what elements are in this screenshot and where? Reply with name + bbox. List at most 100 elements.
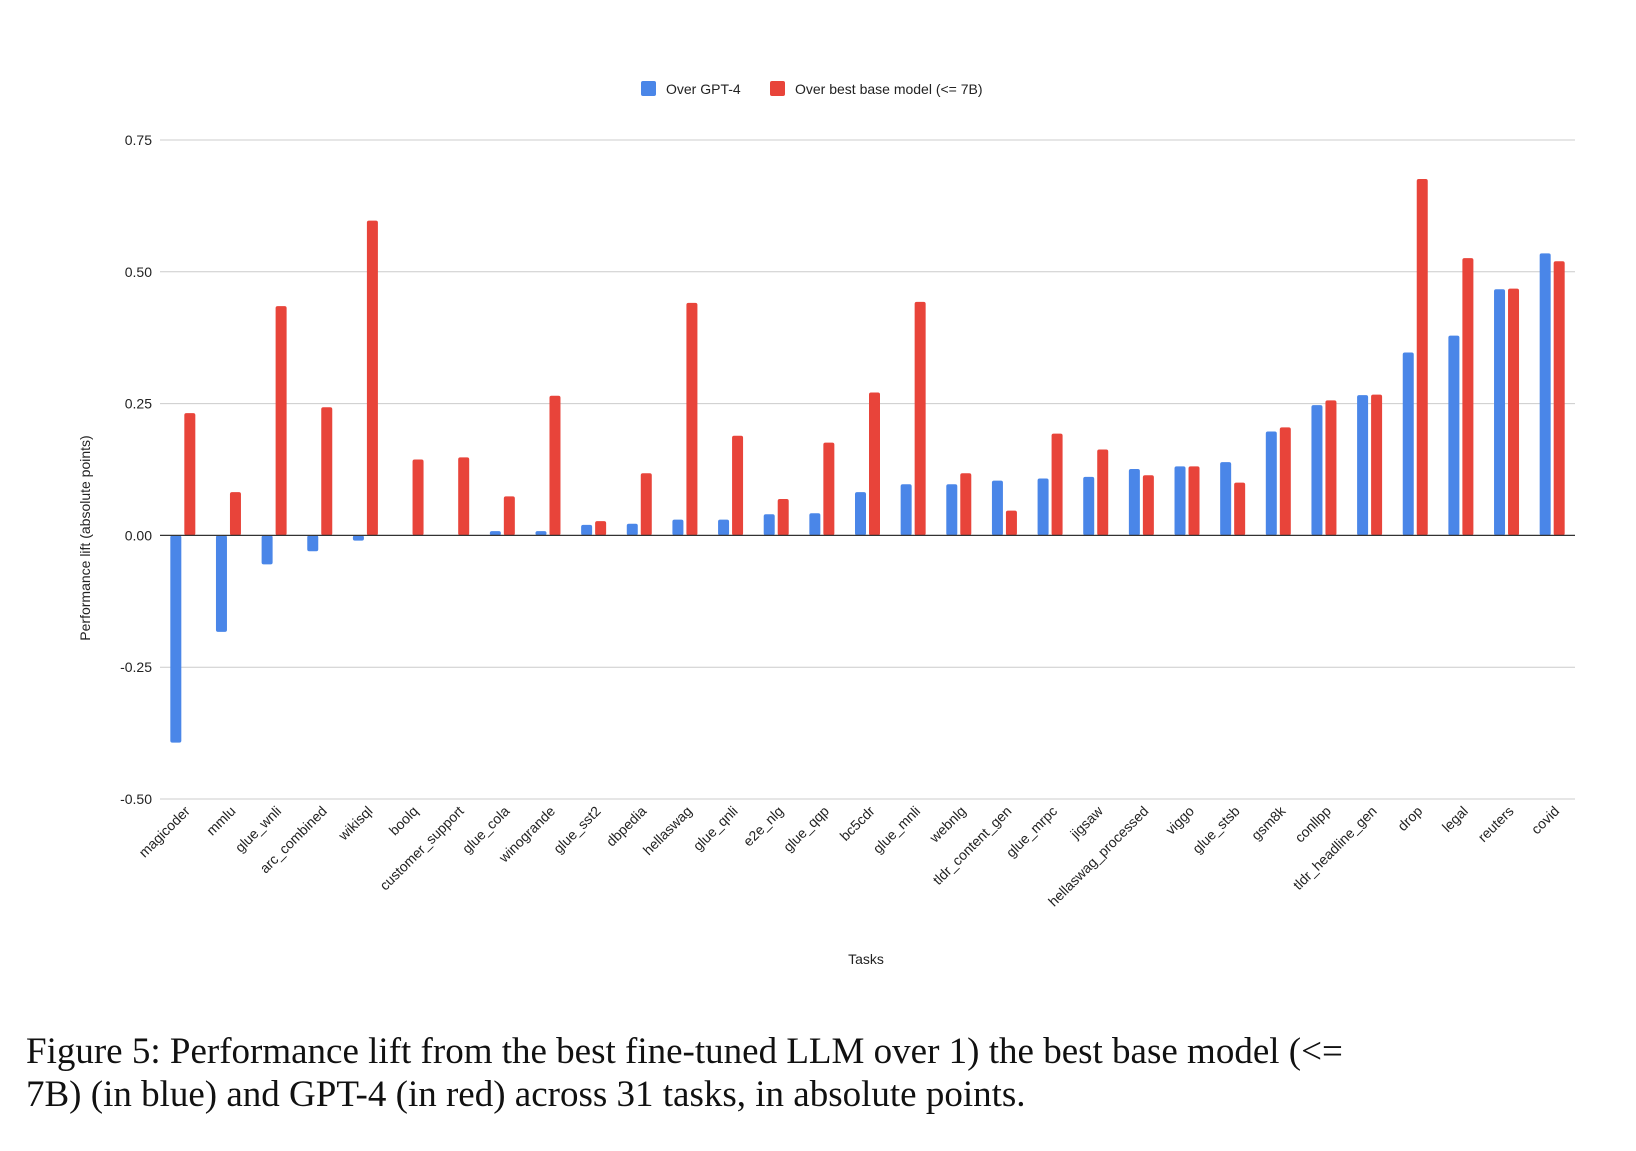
- bar-base-model-wikisql: [366, 220, 378, 536]
- x-tick-label-customer_support: customer_support: [376, 803, 467, 894]
- bar-gpt4-glue_wnli: [261, 535, 273, 565]
- bar-gpt4-glue_cola: [489, 531, 501, 536]
- bar-gpt4-glue_mrpc: [1037, 478, 1049, 536]
- bar-base-model-glue_mnli: [914, 301, 926, 536]
- bar-gpt4-glue_qqp: [809, 513, 821, 536]
- bar-base-model-mmlu: [229, 492, 241, 536]
- x-tick-label-legal: legal: [1439, 803, 1471, 835]
- bar-gpt4-gsm8k: [1265, 431, 1277, 536]
- bar-gpt4-bc5cdr: [855, 492, 866, 536]
- bar-base-model-glue_qqp: [823, 442, 835, 536]
- bar-base-model-glue_qnli: [732, 435, 744, 536]
- x-tick-label-e2e_nlg: e2e_nlg: [740, 803, 787, 850]
- bar-gpt4-drop: [1402, 352, 1414, 536]
- caption-line-1: Figure 5: Performance lift from the best…: [26, 1031, 1343, 1072]
- legend-label-base-model: Over best base model (<= 7B): [795, 81, 983, 97]
- bar-gpt4-webnlg: [946, 484, 958, 536]
- x-tick-label-conllpp: conllpp: [1291, 803, 1334, 846]
- bars: [170, 179, 1565, 743]
- y-tick-label: 0.75: [125, 132, 152, 148]
- bar-base-model-magicoder: [184, 413, 196, 536]
- bar-base-model-tldr_headline_gen: [1371, 394, 1383, 536]
- bar-base-model-glue_sst2: [595, 521, 607, 536]
- bar-base-model-conllpp: [1325, 400, 1337, 536]
- bar-base-model-boolq: [412, 459, 424, 536]
- bar-base-model-dbpedia: [640, 473, 652, 536]
- bar-base-model-glue_wnli: [275, 306, 287, 536]
- bar-gpt4-glue_qnli: [718, 519, 730, 536]
- legend-label-gpt4: Over GPT-4: [666, 81, 741, 97]
- x-tick-label-dbpedia: dbpedia: [603, 803, 650, 850]
- bar-gpt4-jigsaw: [1083, 476, 1095, 536]
- legend: Over GPT-4 Over best base model (<= 7B): [641, 81, 983, 97]
- bar-base-model-jigsaw: [1097, 449, 1109, 536]
- bar-gpt4-conllpp: [1311, 405, 1323, 536]
- bar-base-model-tldr_content_gen: [1005, 510, 1017, 536]
- bar-base-model-drop: [1416, 179, 1428, 536]
- bar-gpt4-covid: [1539, 253, 1551, 536]
- x-tick-label-drop: drop: [1394, 803, 1425, 834]
- bar-base-model-legal: [1462, 258, 1474, 536]
- bar-gpt4-mmlu: [215, 535, 227, 632]
- bar-gpt4-arc_combined: [307, 535, 319, 552]
- x-tick-label-jigsaw: jigsaw: [1066, 802, 1106, 842]
- x-tick-label-tldr_content_gen: tldr_content_gen: [929, 803, 1014, 888]
- x-tick-label-boolq: boolq: [386, 803, 422, 839]
- bar-gpt4-dbpedia: [626, 523, 638, 536]
- caption-line-2: 7B) (in blue) and GPT-4 (in red) across …: [26, 1074, 1026, 1115]
- bar-base-model-arc_combined: [321, 407, 333, 536]
- x-tick-label-hellaswag: hellaswag: [640, 803, 695, 858]
- grid-lines: [160, 139, 1575, 800]
- x-tick-label-tldr_headline_gen: tldr_headline_gen: [1290, 803, 1380, 893]
- x-tick-label-glue_qnli: glue_qnli: [690, 803, 741, 854]
- x-tick-label-mmlu: mmlu: [203, 803, 239, 839]
- x-tick-label-viggo: viggo: [1162, 803, 1197, 838]
- bar-gpt4-glue_stsb: [1220, 462, 1232, 536]
- bar-gpt4-wikisql: [352, 535, 364, 541]
- bar-gpt4-e2e_nlg: [763, 514, 775, 536]
- y-tick-label: -0.50: [120, 791, 152, 807]
- bar-gpt4-glue_mnli: [900, 484, 912, 536]
- bar-gpt4-magicoder: [170, 535, 182, 743]
- x-tick-label-reuters: reuters: [1475, 803, 1517, 845]
- legend-swatch-base-model: [770, 81, 785, 96]
- bar-gpt4-tldr_headline_gen: [1357, 395, 1369, 536]
- x-tick-label-glue_stsb: glue_stsb: [1189, 803, 1243, 857]
- bar-gpt4-hellaswag: [672, 519, 684, 536]
- bar-base-model-reuters: [1508, 288, 1520, 536]
- bar-base-model-e2e_nlg: [777, 499, 789, 536]
- x-tick-label-wikisql: wikisql: [334, 803, 375, 844]
- bar-base-model-viggo: [1188, 466, 1200, 536]
- x-tick-label-covid: covid: [1528, 803, 1562, 837]
- bar-gpt4-viggo: [1174, 466, 1186, 536]
- bar-gpt4-tldr_content_gen: [991, 480, 1003, 536]
- y-tick-label: 0.25: [125, 396, 152, 412]
- bar-gpt4-glue_sst2: [581, 524, 593, 536]
- bar-gpt4-winogrande: [535, 531, 547, 536]
- bar-base-model-glue_cola: [503, 496, 515, 536]
- bar-base-model-customer_support: [458, 457, 470, 536]
- legend-swatch-gpt4: [641, 81, 656, 96]
- x-tick-label-glue_mnli: glue_mnli: [870, 803, 924, 857]
- x-tick-label-glue_sst2: glue_sst2: [550, 803, 604, 857]
- bar-base-model-glue_stsb: [1234, 482, 1246, 536]
- bar-gpt4-legal: [1448, 335, 1460, 536]
- bar-base-model-covid: [1553, 261, 1565, 536]
- bar-base-model-gsm8k: [1279, 427, 1291, 536]
- bar-base-model-glue_mrpc: [1051, 433, 1063, 536]
- x-tick-label-magicoder: magicoder: [135, 803, 193, 861]
- x-tick-label-bc5cdr: bc5cdr: [837, 803, 878, 844]
- y-tick-label: -0.25: [120, 659, 152, 675]
- x-tick-label-gsm8k: gsm8k: [1248, 802, 1289, 843]
- y-axis-label: Performance lift (absolute points): [77, 435, 93, 640]
- x-tick-label-glue_qqp: glue_qqp: [780, 803, 832, 855]
- bar-base-model-winogrande: [549, 395, 561, 536]
- y-tick-labels: 0.75 0.50 0.25 0.00 -0.25 -0.50: [120, 132, 152, 807]
- y-tick-label: 0.50: [125, 264, 152, 280]
- bar-base-model-bc5cdr: [869, 392, 880, 536]
- bar-base-model-hellaswag_processed: [1142, 475, 1154, 536]
- figure-caption: Figure 5: Performance lift from the best…: [26, 1030, 1626, 1116]
- x-tick-label-webnlg: webnlg: [926, 803, 969, 846]
